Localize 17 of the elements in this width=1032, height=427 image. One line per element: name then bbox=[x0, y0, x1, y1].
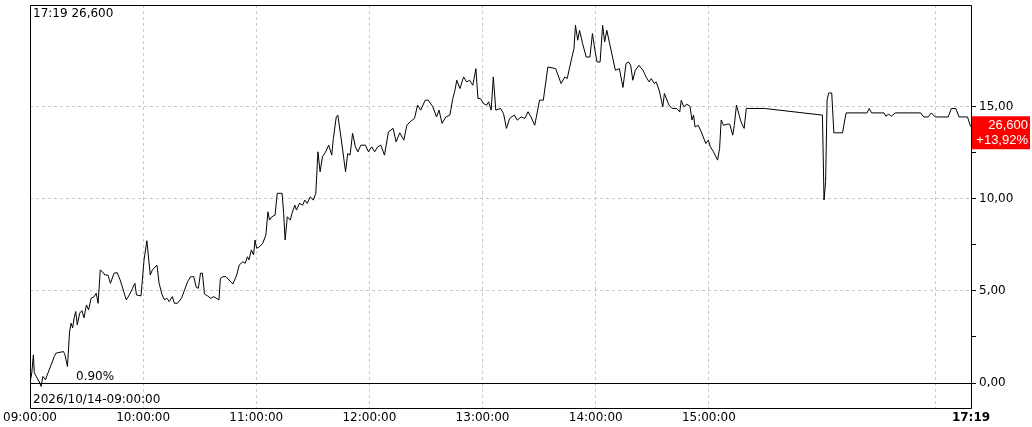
x-tick-label: 15:00:00 bbox=[681, 410, 736, 425]
x-tick-label: 14:00:00 bbox=[568, 410, 623, 425]
y-tick-label: 10,00 bbox=[979, 190, 1014, 205]
y-tick-label: 5,00 bbox=[979, 283, 1006, 298]
x-tick-label: 17:19 bbox=[951, 410, 991, 425]
x-tick-label: 09:00:00 bbox=[3, 410, 57, 425]
chart-title: 17:19 26,600 bbox=[33, 6, 114, 21]
x-tick-label: 12:00:00 bbox=[342, 410, 397, 425]
text: 26,600 bbox=[988, 117, 1028, 133]
x-tick-label: 11:00:00 bbox=[229, 410, 284, 425]
y-tick-label: 15,00 bbox=[979, 98, 1014, 113]
annotation: 0.90% bbox=[76, 369, 115, 383]
text: +13,92% bbox=[976, 132, 1029, 148]
y-tick-label: 0,00 bbox=[979, 375, 1006, 390]
x-tick-label: 13:00:00 bbox=[455, 410, 510, 425]
x-tick-label: 10:00:00 bbox=[116, 410, 171, 425]
annotation: 2026/10/14-09:00:00 bbox=[33, 392, 161, 406]
